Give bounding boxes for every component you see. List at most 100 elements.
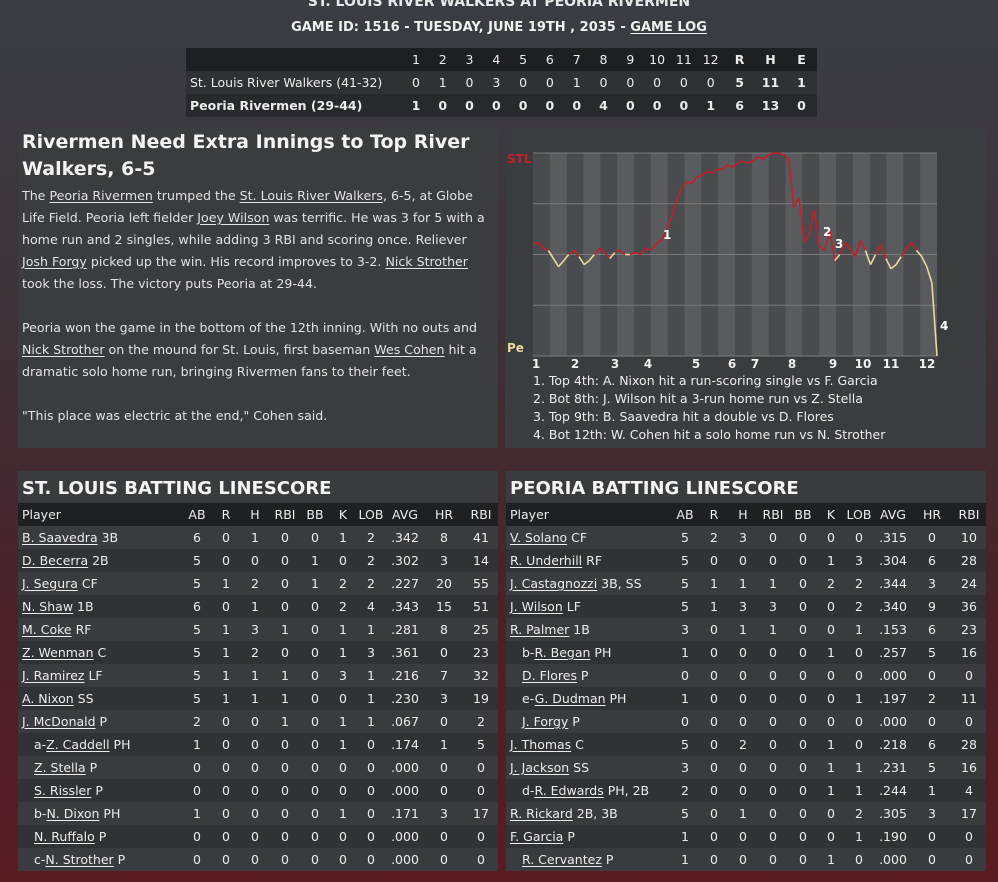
player-name-link[interactable]: D. Becerra xyxy=(22,553,89,568)
chart-x-tick: 12 xyxy=(919,357,936,371)
player-link[interactable]: Wes Cohen xyxy=(374,342,445,357)
player-name-link[interactable]: Z. Caddell xyxy=(46,737,110,752)
batting-stat-cell: 5 xyxy=(928,760,936,775)
batting-stat-cell: 0 xyxy=(739,829,747,844)
chart-x-tick: 1 xyxy=(532,357,540,371)
player-name-link[interactable]: V. Solano xyxy=(510,530,568,545)
player-name-link[interactable]: R. Cervantez xyxy=(522,852,602,867)
player-name-link[interactable]: Z. Stella xyxy=(34,760,86,775)
batting-stat-cell: 0 xyxy=(251,806,259,821)
batting-stat-cell: 1 xyxy=(855,691,863,706)
batting-stat-cell: 5 xyxy=(681,806,689,821)
player-name-link[interactable]: R. Rickard xyxy=(510,806,573,821)
linescore-runs: 6 xyxy=(735,98,744,113)
batting-stat-cell: 0 xyxy=(222,599,230,614)
linescore-table: 1 2 3 4 5 6 7 8 9 10 11 12 R H E St. Louis River Walke… xyxy=(186,48,817,117)
batting-stat-cell: 0 xyxy=(855,737,863,752)
player-position: P xyxy=(91,783,103,798)
player-name-link[interactable]: R. Palmer xyxy=(510,622,570,637)
batting-player-cell: M. Coke RF xyxy=(18,618,182,641)
player-name-link[interactable]: D. Flores xyxy=(522,668,577,683)
player-name-link[interactable]: J. Jackson xyxy=(510,760,570,775)
batting-stat-cell: 25 xyxy=(473,622,489,637)
player-name-link[interactable]: R. Edwards xyxy=(534,783,604,798)
linescore-col-3: 3 xyxy=(456,48,483,71)
batting-stat-cell: 1 xyxy=(339,737,347,752)
player-name-link[interactable]: J. Thomas xyxy=(510,737,572,752)
batting-row: b-R. Began PH 1 0 0 0 0 1 0 .257 5 16 xyxy=(506,641,986,664)
batting-stat-cell: 0 xyxy=(769,553,777,568)
game-log-link[interactable]: GAME LOG xyxy=(630,20,707,35)
linescore-col-1: 1 xyxy=(402,48,430,71)
chart-x-tick: 5 xyxy=(692,357,700,371)
win-prob-segment xyxy=(542,247,549,252)
player-name-link[interactable]: R. Began xyxy=(534,645,591,660)
player-name-link[interactable]: S. Rissler xyxy=(34,783,92,798)
batting-stat-cell: 0 xyxy=(827,530,835,545)
batting-stat-cell: 0 xyxy=(855,645,863,660)
batting-col-player: Player xyxy=(506,503,670,526)
player-link[interactable]: St. Louis River Walkers xyxy=(239,188,383,203)
batting-stat-cell: 0 xyxy=(222,829,230,844)
batting-stat-cell: 1 xyxy=(827,553,835,568)
batting-stat-cell: 0 xyxy=(799,829,807,844)
player-name-link[interactable]: N. Shaw xyxy=(22,599,74,614)
chart-x-tick: 6 xyxy=(728,357,736,371)
batting-row: V. Solano CF 5 2 3 0 0 0 0 .315 0 10 xyxy=(506,526,986,549)
player-name-link[interactable]: G. Dudman xyxy=(534,691,606,706)
batting-stat-cell: 2 xyxy=(928,691,936,706)
batting-stat-cell: 19 xyxy=(473,691,489,706)
stl-batting-title: ST. LOUIS BATTING LINESCORE xyxy=(18,471,498,503)
batting-stat-cell: 2 xyxy=(710,530,718,545)
batting-stat-cell: 0 xyxy=(739,691,747,706)
player-link[interactable]: Peoria Rivermen xyxy=(49,188,153,203)
linescore-inning-cell: 0 xyxy=(411,75,420,90)
player-name-link[interactable]: J. Ramirez xyxy=(22,668,85,683)
player-link[interactable]: Nick Strother xyxy=(22,342,105,357)
player-name-link[interactable]: J. Wilson xyxy=(510,599,563,614)
batting-stat-cell: 5 xyxy=(193,645,201,660)
batting-stat-cell: 2 xyxy=(339,576,347,591)
batting-stat-cell: 0 xyxy=(928,714,936,729)
player-name-link[interactable]: N. Dixon xyxy=(46,806,100,821)
batting-stat-cell: 3 xyxy=(681,760,689,775)
batting-stat-cell: 2 xyxy=(855,599,863,614)
batting-stat-cell: 0 xyxy=(281,760,289,775)
batting-stat-cell: .000 xyxy=(391,829,419,844)
linescore-team-name: St. Louis River Walkers (41-32) xyxy=(190,75,383,90)
batting-stat-cell: 3 xyxy=(769,599,777,614)
player-name-link[interactable]: R. Underhill xyxy=(510,553,583,568)
win-prob-segment xyxy=(920,256,928,268)
win-prob-segment xyxy=(752,156,759,162)
batting-stat-cell: 1 xyxy=(855,622,863,637)
linescore-inning-cell: 0 xyxy=(518,98,528,113)
player-link[interactable]: Josh Forgy xyxy=(22,254,87,269)
player-name-link[interactable]: Z. Wenman xyxy=(22,645,94,660)
batting-col-bb: BB xyxy=(788,503,818,526)
player-position: P xyxy=(601,852,614,867)
player-position: PH, 2B xyxy=(603,783,650,798)
batting-row: Z. Wenman C 5 1 2 0 0 1 3 .361 0 23 xyxy=(18,641,498,664)
player-name-link[interactable]: J. Castagnozzi xyxy=(510,576,598,591)
player-link[interactable]: Joey Wilson xyxy=(197,210,270,225)
player-name-link[interactable]: N. Strother xyxy=(45,852,114,867)
player-name-link[interactable]: M. Coke xyxy=(22,622,72,637)
player-name-link[interactable]: J. Segura xyxy=(22,576,78,591)
player-name-link[interactable]: N. Ruffalo xyxy=(34,829,95,844)
chart-note: 1. Top 4th: A. Nixon hit a run-scoring s… xyxy=(533,373,878,388)
batting-stat-cell: 0 xyxy=(769,530,777,545)
player-link[interactable]: Nick Strother xyxy=(385,254,468,269)
player-name-link[interactable]: J. McDonald xyxy=(22,714,96,729)
player-name-link[interactable]: A. Nixon xyxy=(22,691,74,706)
batting-stat-cell: 28 xyxy=(961,737,977,752)
linescore-inning-cell: 0 xyxy=(626,75,635,90)
linescore-col-11: 11 xyxy=(670,48,698,71)
batting-stat-cell: 0 xyxy=(710,714,718,729)
player-name-link[interactable]: F. Garcia xyxy=(510,829,564,844)
player-position: 3B xyxy=(97,530,119,545)
batting-col-rbi: RBI xyxy=(952,503,986,526)
batting-stat-cell: 0 xyxy=(440,783,448,798)
player-name-link[interactable]: J. Forgy xyxy=(522,714,569,729)
player-name-link[interactable]: B. Saavedra xyxy=(22,530,98,545)
batting-stat-cell: 0 xyxy=(710,829,718,844)
